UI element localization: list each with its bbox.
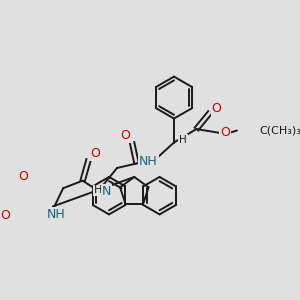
Text: O: O [220, 126, 230, 139]
Text: O: O [1, 209, 10, 222]
Text: O: O [19, 170, 28, 183]
Text: O: O [90, 147, 100, 160]
Text: O: O [120, 128, 130, 142]
Text: NH: NH [139, 155, 158, 168]
Text: H: H [93, 185, 102, 195]
Text: H: H [179, 134, 187, 145]
Text: O: O [212, 102, 222, 115]
Text: N: N [102, 185, 111, 198]
Text: NH: NH [46, 208, 65, 221]
Text: C(CH₃)₃: C(CH₃)₃ [260, 125, 300, 136]
